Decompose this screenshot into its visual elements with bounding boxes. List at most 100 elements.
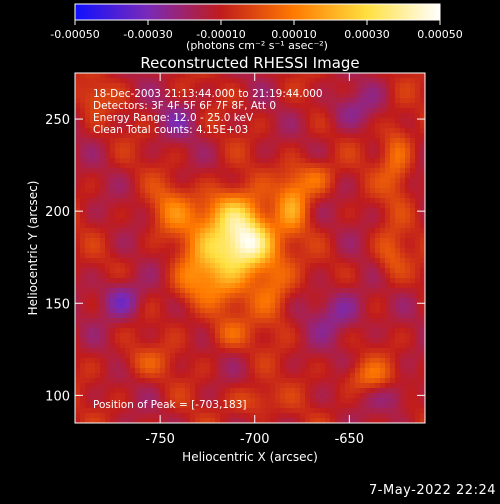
heatmap-cell [75,403,81,409]
heatmap-cell [115,263,121,269]
heatmap-cell [365,183,371,189]
heatmap-cell [130,243,136,249]
heatmap-cell [280,238,286,244]
heatmap-cell [95,263,101,269]
heatmap-cell [170,103,176,109]
heatmap-cell [155,338,161,344]
heatmap-cell [165,98,171,104]
heatmap-cell [360,353,366,359]
heatmap-cell [400,133,406,139]
heatmap-cell [410,233,416,239]
heatmap-cell [270,183,276,189]
heatmap-cell [280,343,286,349]
heatmap-cell [130,223,136,229]
heatmap-cell [185,223,191,229]
heatmap-cell [125,358,131,364]
heatmap-cell [420,73,426,79]
heatmap-cell [235,398,241,404]
heatmap-cell [315,343,321,349]
heatmap-cell [150,233,156,239]
heatmap-cell [315,73,321,79]
heatmap-cell [160,228,166,234]
heatmap-cell [155,258,161,264]
heatmap-cell [240,293,246,299]
heatmap-cell [395,303,401,309]
heatmap-cell [135,303,141,309]
heatmap-cell [110,133,116,139]
heatmap-cell [260,233,266,239]
heatmap-cell [240,228,246,234]
heatmap-cell [90,98,96,104]
heatmap-cell [140,378,146,384]
heatmap-cell [400,233,406,239]
heatmap-cell [245,93,251,99]
heatmap-cell [165,118,171,124]
heatmap-cell [360,243,366,249]
heatmap-cell [230,253,236,259]
heatmap-cell [250,173,256,179]
heatmap-cell [315,398,321,404]
heatmap-cell [145,148,151,154]
heatmap-cell [145,318,151,324]
heatmap-cell [275,78,281,84]
heatmap-cell [290,223,296,229]
heatmap-cell [340,298,346,304]
heatmap-cell [340,88,346,94]
heatmap-cell [420,298,426,304]
heatmap-cell [325,353,331,359]
heatmap-cell [125,308,131,314]
heatmap-cell [380,303,386,309]
heatmap-cell [325,168,331,174]
heatmap-cell [120,213,126,219]
heatmap-cell [105,73,111,79]
heatmap-cell [260,368,266,374]
heatmap-cell [300,198,306,204]
heatmap-cell [135,353,141,359]
heatmap-cell [255,128,261,134]
heatmap-cell [175,328,181,334]
heatmap-cell [205,208,211,214]
heatmap-cell [355,218,361,224]
heatmap-cell [180,98,186,104]
heatmap-cell [405,258,411,264]
heatmap-cell [190,333,196,339]
heatmap-cell [285,198,291,204]
heatmap-cell [170,418,176,424]
heatmap-cell [130,188,136,194]
heatmap-cell [380,193,386,199]
heatmap-cell [345,173,351,179]
heatmap-cell [280,368,286,374]
heatmap-cell [120,288,126,294]
heatmap-cell [105,283,111,289]
heatmap-cell [390,278,396,284]
heatmap-cell [265,133,271,139]
heatmap-cell [360,93,366,99]
heatmap-cell [315,188,321,194]
heatmap-cell [195,403,201,409]
heatmap-cell [355,183,361,189]
heatmap-cell [235,143,241,149]
heatmap-cell [320,363,326,369]
heatmap-cell [155,313,161,319]
heatmap-cell [200,138,206,144]
heatmap-cell [90,188,96,194]
heatmap-cell [390,158,396,164]
heatmap-cell [255,228,261,234]
heatmap-cell [315,218,321,224]
heatmap-cell [265,173,271,179]
heatmap-cell [275,73,281,79]
heatmap-cell [175,313,181,319]
heatmap-cell [290,133,296,139]
heatmap-cell [250,218,256,224]
heatmap-cell [260,393,266,399]
heatmap-cell [95,288,101,294]
heatmap-cell [215,313,221,319]
heatmap-cell [375,233,381,239]
heatmap-cell [300,343,306,349]
heatmap-cell [390,363,396,369]
heatmap-cell [265,163,271,169]
heatmap-cell [370,378,376,384]
heatmap-cell [385,383,391,389]
heatmap-cell [280,178,286,184]
